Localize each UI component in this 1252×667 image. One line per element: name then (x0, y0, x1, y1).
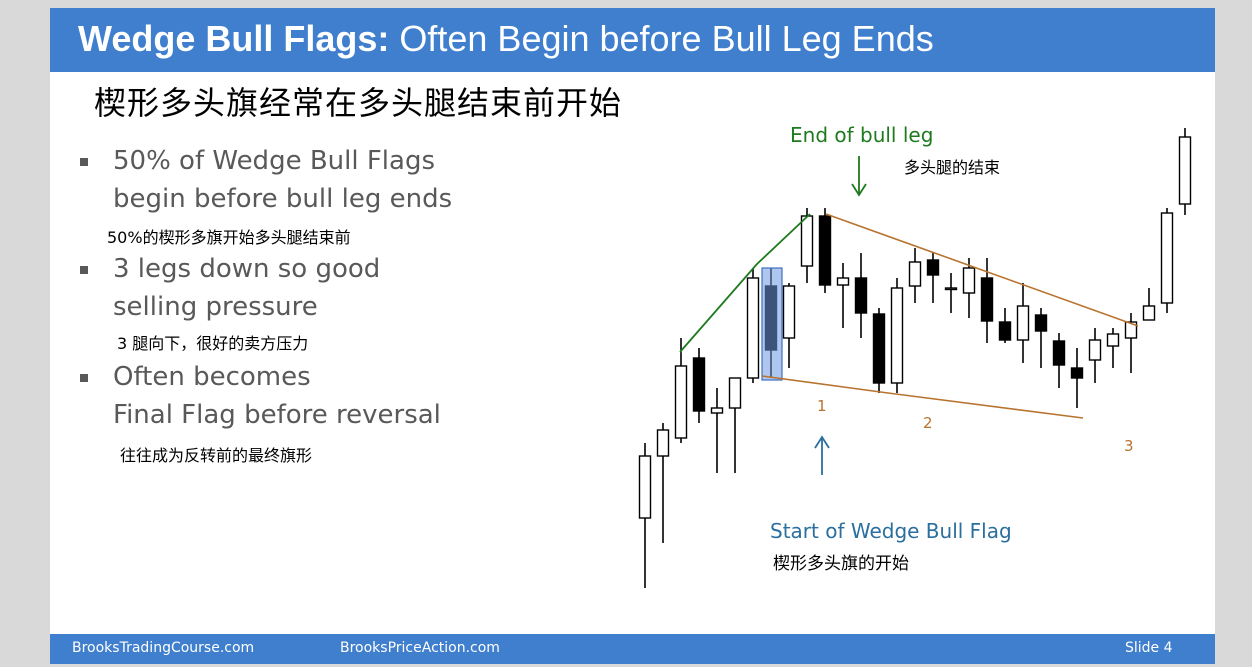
candle-body (1016, 305, 1030, 341)
footer-bar: BrooksTradingCourse.com BrooksPriceActio… (50, 634, 1215, 664)
slide-title-rest: Often Begin before Bull Leg Ends (389, 18, 934, 59)
bullet-1-cn-note: 50%的楔形多旗开始多头腿结束前 (107, 228, 351, 247)
candles-group (638, 128, 1192, 588)
candle (854, 253, 868, 338)
candle-body (890, 287, 904, 384)
bullet-1-line-1: 50% of Wedge Bull Flags (113, 146, 436, 176)
candle (944, 273, 958, 313)
candle (818, 208, 832, 293)
candlestick-chart: End of bull leg 多头腿的结束 1 2 3 Start of We… (638, 123, 1192, 588)
candle (746, 268, 760, 383)
up-arrow-icon (814, 435, 830, 475)
footer-center-link[interactable]: BrooksPriceAction.com (340, 640, 500, 656)
candle-body (944, 287, 958, 291)
candle-body (710, 407, 724, 414)
bullet-2-cn-note: 3 腿向下，很好的卖方压力 (117, 334, 309, 353)
end-of-bull-leg-cn-label: 多头腿的结束 (904, 158, 1000, 177)
candle (1160, 208, 1174, 313)
down-arrow-icon (851, 156, 867, 197)
candle (1052, 333, 1066, 388)
leg-label-1: 1 (817, 397, 827, 415)
start-bar-highlight (761, 267, 783, 381)
slide-title-bold: Wedge Bull Flags: (78, 18, 390, 59)
candle-body (1052, 340, 1066, 366)
candle-body (818, 215, 832, 286)
bullet-2-line-1: 3 legs down so good (113, 254, 381, 284)
wedge-bottom-line (761, 375, 1084, 419)
candle (962, 258, 976, 318)
candle (656, 423, 670, 543)
candle (692, 348, 706, 423)
candle-body (1106, 333, 1120, 347)
candle (836, 263, 850, 328)
candle-body (1142, 305, 1156, 321)
candle-body (782, 285, 796, 339)
candle-body (998, 321, 1012, 341)
candle (926, 253, 940, 303)
candle-body (980, 277, 994, 322)
candle-body (836, 277, 850, 286)
bullet-marker (80, 374, 88, 382)
candle (1034, 308, 1048, 368)
candle (890, 278, 904, 393)
bullet-marker (80, 158, 88, 166)
bullet-2-line-2: selling pressure (113, 292, 318, 322)
leg-label-3: 3 (1124, 437, 1134, 455)
candle (1088, 328, 1102, 383)
candle-body (1088, 339, 1102, 361)
candle-body (674, 365, 688, 439)
candle (908, 248, 922, 303)
candle-body (1124, 321, 1138, 339)
bullet-1-line-2: begin before bull leg ends (113, 184, 453, 214)
bullet-3-line-2: Final Flag before reversal (113, 400, 441, 430)
candle-body (926, 259, 940, 276)
candle (728, 377, 742, 473)
candle-body (908, 261, 922, 287)
slide-number: Slide 4 (1125, 640, 1173, 656)
candle-body (854, 277, 868, 314)
bullet-3-cn-note: 往往成为反转前的最终旗形 (120, 446, 313, 465)
bull-leg-line (679, 213, 811, 353)
bullet-3-line-1: Often becomes (113, 362, 311, 392)
footer-left-link[interactable]: BrooksTradingCourse.com (72, 640, 255, 656)
chinese-title: 楔形多头旗经常在多头腿结束前开始 (94, 84, 623, 122)
candle-body (746, 277, 760, 379)
candle-body (1034, 314, 1048, 332)
candle (998, 308, 1012, 343)
candle-body (800, 215, 814, 267)
start-of-wedge-cn-label: 楔形多头旗的开始 (773, 554, 909, 574)
end-of-bull-leg-label: End of bull leg (790, 123, 933, 147)
candle (1178, 128, 1192, 215)
candle (1016, 283, 1030, 363)
slide: Wedge Bull Flags: Often Begin before Bul… (50, 8, 1215, 664)
bullet-marker (80, 266, 88, 274)
candle-body (872, 313, 886, 384)
candle-body (1160, 212, 1174, 304)
candle-body (692, 357, 706, 412)
candle-body (728, 377, 742, 409)
slide-title: Wedge Bull Flags: Often Begin before Bul… (78, 18, 934, 60)
candle-body (962, 267, 976, 294)
candle (1142, 288, 1156, 321)
leg-label-2: 2 (923, 414, 933, 432)
candle-body (638, 455, 652, 519)
candle-body (656, 429, 670, 457)
header-bar: Wedge Bull Flags: Often Begin before Bul… (50, 8, 1215, 72)
candle (1070, 348, 1084, 408)
candle (872, 308, 886, 393)
candle (782, 283, 796, 368)
candle-body (1070, 367, 1084, 379)
candle-body (1178, 136, 1192, 205)
candle (710, 388, 724, 473)
candle (1106, 328, 1120, 368)
start-of-wedge-label: Start of Wedge Bull Flag (770, 519, 1012, 543)
wedge-top-line (825, 213, 1139, 327)
candle (638, 443, 652, 588)
candle (674, 338, 688, 443)
